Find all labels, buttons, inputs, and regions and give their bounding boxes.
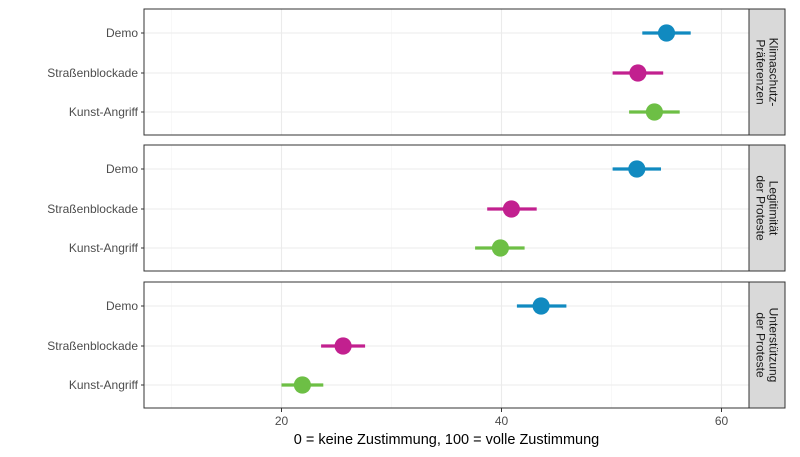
- panel: Demo Straßenblockade Kunst-Angriff Legitimi…: [47, 144, 786, 272]
- data-point: [657, 24, 676, 42]
- data-point: [491, 239, 509, 257]
- x-axis: 20 40 60: [275, 408, 729, 428]
- panel-background: [144, 282, 749, 408]
- facet-strip: [748, 8, 786, 136]
- panel: Demo Straßenblockade Kunst-Angriff Unterstü…: [47, 281, 786, 409]
- x-tick-label: 60: [715, 414, 729, 428]
- data-point: [645, 103, 664, 121]
- category-label: Demo: [106, 162, 138, 176]
- facet-strip-label: Unterstützung: [767, 308, 781, 383]
- category-label: Straßenblockade: [47, 66, 138, 80]
- category-label: Kunst-Angriff: [69, 105, 139, 119]
- facet-strip: [748, 281, 786, 409]
- category-label: Straßenblockade: [47, 202, 138, 216]
- category-label: Straßenblockade: [47, 339, 138, 353]
- facet-strip-label: Legitimität: [767, 181, 781, 236]
- x-tick-label: 20: [275, 414, 289, 428]
- data-point: [628, 160, 646, 178]
- data-point: [532, 297, 550, 315]
- panel: Demo Straßenblockade Kunst-Angriff Klimasch…: [47, 8, 786, 136]
- facet-strip: [748, 144, 786, 272]
- panels: Demo Straßenblockade Kunst-Angriff Klimasch…: [47, 8, 786, 409]
- x-axis-title: 0 = keine Zustimmung, 100 = volle Zustim…: [294, 432, 599, 448]
- facet-strip-label: der Proteste: [754, 175, 768, 241]
- data-point: [502, 200, 520, 218]
- x-tick-label: 40: [495, 414, 509, 428]
- panel-background: [144, 145, 749, 271]
- category-label: Demo: [106, 26, 138, 40]
- data-point: [293, 376, 311, 394]
- category-label: Kunst-Angriff: [69, 378, 139, 392]
- facet-strip-label: Präferenzen: [754, 39, 768, 104]
- category-label: Demo: [106, 299, 138, 313]
- category-label: Kunst-Angriff: [69, 241, 139, 255]
- data-point: [629, 64, 647, 82]
- facet-strip-label: Klimaschutz-: [767, 38, 781, 107]
- facet-strip-label: der Proteste: [754, 312, 768, 378]
- data-point: [334, 337, 352, 355]
